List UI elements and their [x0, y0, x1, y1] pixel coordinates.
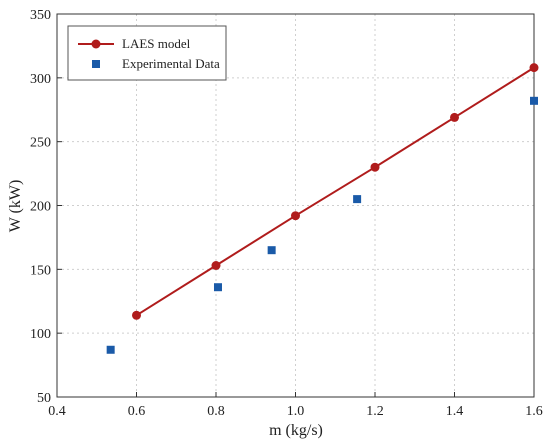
- x-tick-label: 0.6: [128, 404, 146, 419]
- y-tick-label: 200: [30, 200, 51, 215]
- legend-marker-laes: [91, 39, 101, 49]
- y-tick-label: 100: [30, 327, 51, 342]
- laes-model-point: [529, 63, 539, 73]
- x-tick-label: 1.6: [525, 404, 543, 419]
- laes-model-point: [132, 310, 141, 320]
- y-tick-label: 350: [30, 8, 51, 23]
- laes-model-point: [450, 112, 459, 122]
- x-axis-title: m (kg/s): [269, 422, 323, 439]
- laes-model-point: [211, 261, 221, 271]
- experimental-data-point: [106, 345, 115, 354]
- laes-model-point: [291, 211, 300, 221]
- x-tick-label: 1.2: [366, 404, 384, 419]
- y-tick-label: 150: [30, 263, 51, 278]
- x-tick-label: 1.0: [287, 404, 305, 419]
- experimental-data-point: [213, 283, 222, 292]
- experimental-data-point: [530, 96, 538, 105]
- legend-marker-experimental: [92, 60, 100, 68]
- x-tick-label: 0.8: [207, 404, 225, 419]
- legend-label-laes: LAES model: [122, 36, 191, 51]
- x-tick-label: 1.4: [446, 404, 464, 419]
- legend: LAES model Experimental Data: [67, 25, 227, 81]
- x-axis: 0.4 0.6 0.8 1.0 1.2 1.4 1.6: [48, 392, 543, 419]
- y-axis-title: W (kW): [7, 180, 24, 233]
- experimental-data-point: [353, 195, 362, 204]
- legend-box: [67, 25, 227, 81]
- laes-model-point: [370, 162, 380, 172]
- legend-label-experimental: Experimental Data: [122, 56, 220, 71]
- grid: [57, 14, 534, 397]
- experimental-data-point: [267, 246, 276, 255]
- x-tick-label: 0.4: [48, 404, 66, 419]
- y-tick-label: 300: [30, 72, 51, 87]
- series-line-laes-model: [135, 66, 535, 317]
- y-tick-label: 250: [30, 136, 51, 151]
- series-layer: [106, 63, 539, 354]
- y-tick-label: 50: [37, 391, 51, 406]
- y-axis: 50 100 150 200 250 300 350: [30, 8, 62, 406]
